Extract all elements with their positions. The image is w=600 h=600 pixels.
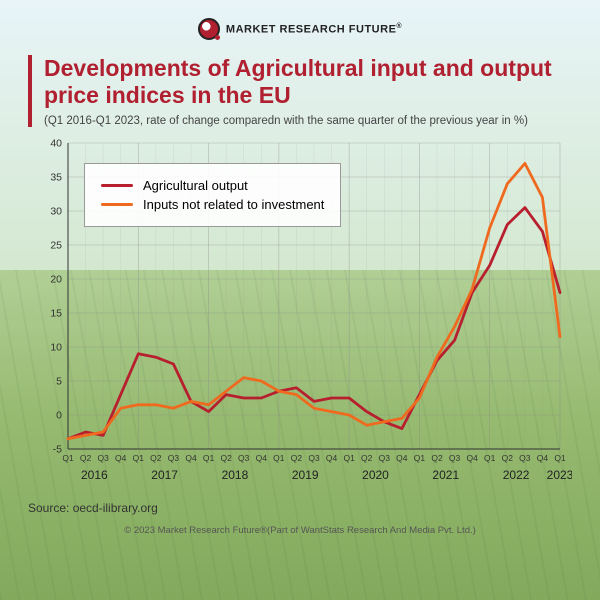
logo-text: MARKET RESEARCH FUTURE® (226, 23, 402, 36)
svg-text:Q1: Q1 (133, 453, 145, 463)
svg-text:2020: 2020 (362, 468, 389, 482)
svg-text:Q4: Q4 (185, 453, 197, 463)
svg-text:Q2: Q2 (431, 453, 443, 463)
svg-text:40: 40 (50, 138, 62, 150)
svg-text:Q3: Q3 (449, 453, 461, 463)
svg-text:Q2: Q2 (361, 453, 373, 463)
svg-text:2017: 2017 (151, 468, 178, 482)
legend: Agricultural output Inputs not related t… (84, 163, 341, 227)
svg-text:30: 30 (50, 206, 62, 218)
chart-subtitle: (Q1 2016-Q1 2023, rate of change compare… (44, 115, 572, 127)
svg-text:Q3: Q3 (379, 453, 391, 463)
svg-text:Q4: Q4 (326, 453, 338, 463)
svg-text:Q1: Q1 (554, 453, 566, 463)
svg-text:10: 10 (50, 342, 62, 354)
svg-text:2018: 2018 (222, 468, 249, 482)
legend-swatch (101, 203, 133, 206)
copyright-line: © 2023 Market Research Future®(Part of W… (28, 525, 572, 536)
legend-label: Agricultural output (143, 178, 248, 193)
legend-item: Inputs not related to investment (101, 197, 324, 212)
svg-text:2022: 2022 (503, 468, 530, 482)
svg-text:20: 20 (50, 274, 62, 286)
svg-text:Q3: Q3 (519, 453, 531, 463)
legend-item: Agricultural output (101, 178, 324, 193)
brand-logo: MARKET RESEARCH FUTURE® (28, 18, 572, 45)
svg-text:Q1: Q1 (203, 453, 215, 463)
svg-text:15: 15 (50, 308, 62, 320)
svg-text:2016: 2016 (81, 468, 108, 482)
svg-text:Q4: Q4 (396, 453, 408, 463)
svg-text:0: 0 (56, 410, 62, 422)
svg-text:5: 5 (56, 376, 62, 388)
svg-text:Q4: Q4 (115, 453, 127, 463)
svg-text:Q2: Q2 (291, 453, 303, 463)
svg-text:Q3: Q3 (168, 453, 180, 463)
chart: -5 0 5 10 15 20 25 30 35 40 Q1 Q2 Q3 Q4 Q1 Q2 Q3 Q4 Q1 Q2 Q3… (28, 135, 572, 495)
svg-text:Q3: Q3 (308, 453, 320, 463)
chart-title: Developments of Agricultural input and o… (44, 55, 572, 109)
legend-swatch (101, 184, 133, 187)
svg-text:25: 25 (50, 240, 62, 252)
svg-text:Q2: Q2 (220, 453, 232, 463)
svg-text:Q3: Q3 (97, 453, 109, 463)
svg-text:Q4: Q4 (537, 453, 549, 463)
svg-text:35: 35 (50, 172, 62, 184)
svg-text:Q2: Q2 (502, 453, 514, 463)
svg-text:Q2: Q2 (150, 453, 162, 463)
legend-label: Inputs not related to investment (143, 197, 324, 212)
svg-text:Q4: Q4 (466, 453, 478, 463)
svg-text:Q1: Q1 (62, 453, 74, 463)
source-line: Source: oecd-ilibrary.org (28, 501, 572, 515)
svg-text:2021: 2021 (432, 468, 459, 482)
svg-text:Q3: Q3 (238, 453, 250, 463)
svg-text:-5: -5 (53, 444, 62, 456)
svg-text:Q4: Q4 (256, 453, 268, 463)
svg-text:Q1: Q1 (484, 453, 496, 463)
svg-text:Q1: Q1 (414, 453, 426, 463)
svg-text:Q1: Q1 (273, 453, 285, 463)
svg-text:Q2: Q2 (80, 453, 92, 463)
svg-text:2023: 2023 (547, 468, 572, 482)
svg-text:Q1: Q1 (343, 453, 355, 463)
svg-text:2019: 2019 (292, 468, 319, 482)
logo-icon (198, 18, 220, 40)
title-block: Developments of Agricultural input and o… (28, 55, 572, 127)
